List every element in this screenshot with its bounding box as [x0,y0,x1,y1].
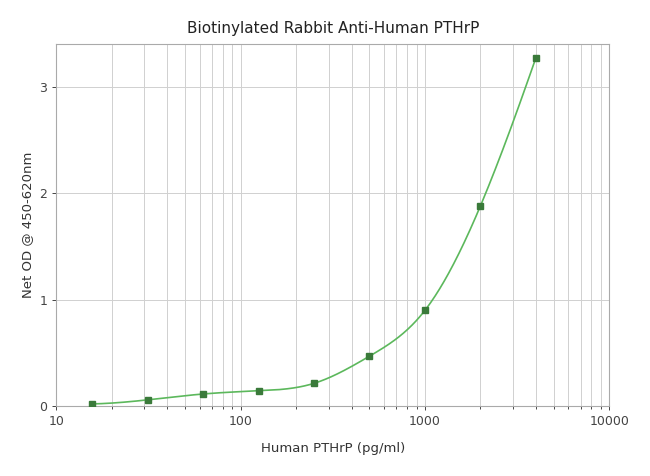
Title: Biotinylated Rabbit Anti-Human PTHrP: Biotinylated Rabbit Anti-Human PTHrP [187,21,479,36]
X-axis label: Human PTHrP (pg/ml): Human PTHrP (pg/ml) [261,442,405,455]
Y-axis label: Net OD @ 450-620nm: Net OD @ 450-620nm [21,152,34,298]
